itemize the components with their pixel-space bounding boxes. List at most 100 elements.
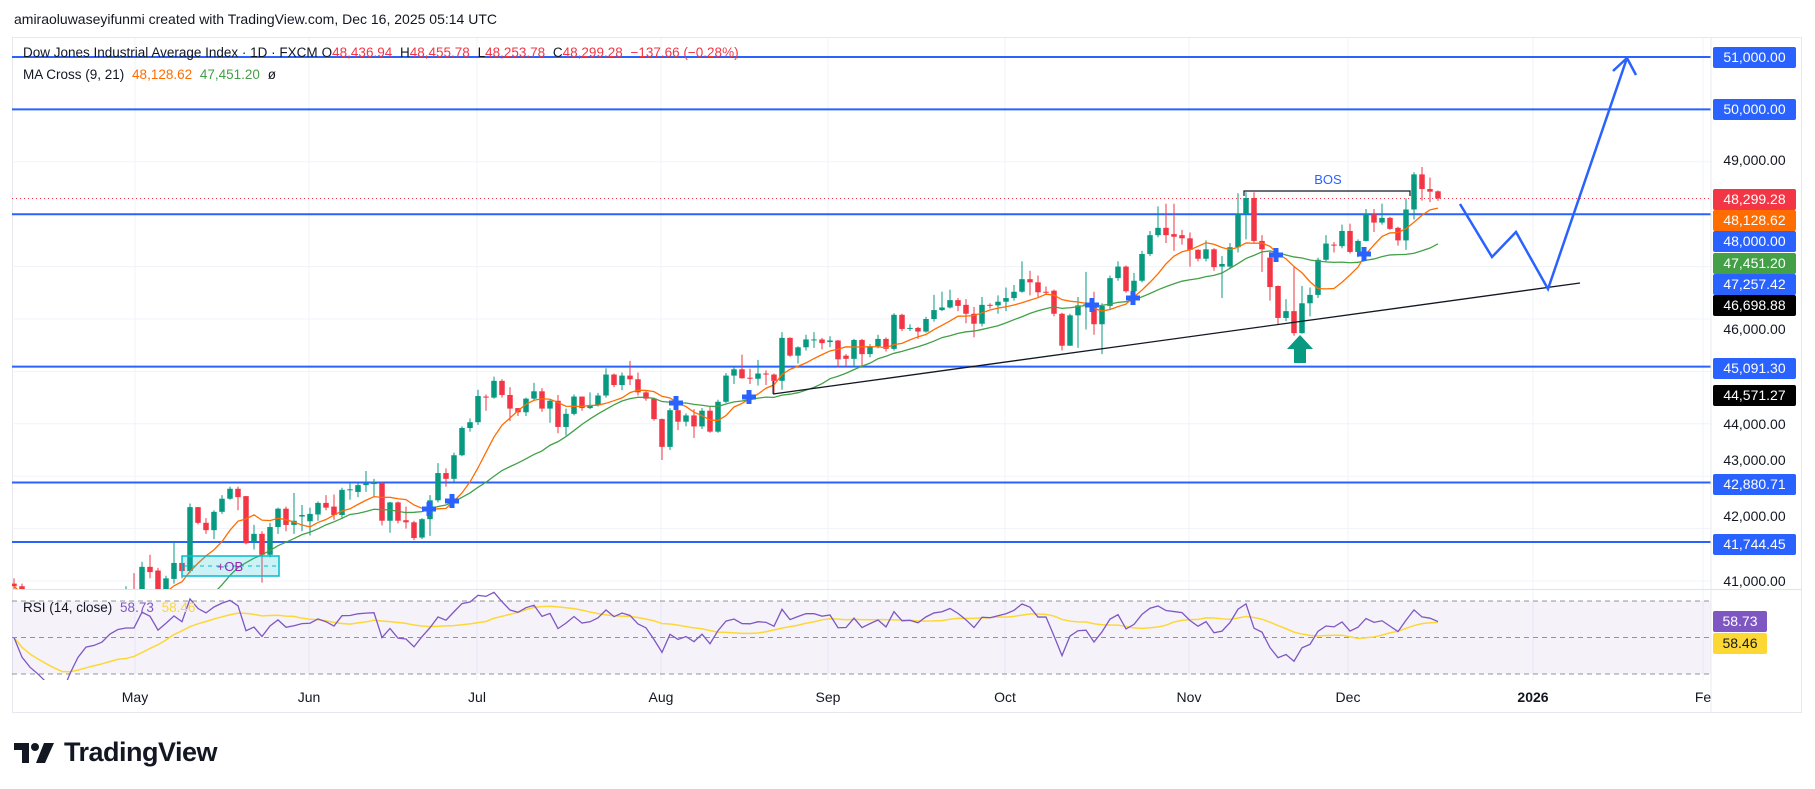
price-tag-level: 41,744.45: [1713, 534, 1796, 555]
logo-text: TradingView: [64, 737, 218, 767]
candle-body: [571, 396, 577, 414]
candle: [443, 468, 449, 487]
candle: [1323, 235, 1329, 262]
rsi-line: [13, 591, 1439, 680]
candle-body: [723, 375, 729, 402]
candle: [1179, 229, 1185, 245]
candle-body: [1419, 174, 1425, 190]
candle-body: [1363, 214, 1369, 241]
candle: [771, 373, 777, 394]
ma-legend[interactable]: MA Cross (9, 21) 48,128.62 47,451.20 ø: [23, 67, 280, 82]
candle: [1315, 257, 1321, 299]
candle-body: [139, 566, 145, 589]
candle-body: [163, 578, 169, 589]
candle: [1139, 250, 1145, 283]
candle: [491, 376, 497, 399]
candle: [1083, 271, 1089, 330]
candle-body: [1315, 259, 1321, 295]
candle: [1195, 249, 1201, 262]
rsi-label: RSI (14, close): [23, 600, 113, 615]
candle-body: [779, 337, 785, 381]
ma-cross-plus-icon: [669, 396, 683, 410]
candle: [571, 394, 577, 416]
candle: [555, 394, 561, 434]
candle-body: [219, 498, 225, 512]
candle: [651, 397, 657, 421]
high-value: 48,455.78: [409, 45, 470, 60]
candle: [139, 561, 145, 589]
candle-body: [507, 394, 513, 409]
candle-body: [1355, 240, 1361, 252]
candle: [1267, 251, 1273, 301]
candle-body: [339, 489, 345, 515]
low-value: 48,253.78: [485, 45, 546, 60]
candle-body: [795, 347, 801, 356]
candle-body: [947, 300, 953, 308]
candle: [955, 298, 961, 312]
candle-body: [1011, 291, 1017, 299]
candle-body: [763, 373, 769, 375]
candle: [267, 522, 273, 558]
candle: [579, 396, 585, 411]
candle: [1011, 284, 1017, 301]
close-label: C: [552, 45, 563, 60]
candle: [995, 295, 1001, 314]
candle-body: [12, 583, 17, 587]
candle: [291, 492, 297, 534]
candle-body: [1163, 227, 1169, 236]
ma-cross-plus-icon: [1085, 298, 1099, 312]
candle-body: [1203, 249, 1209, 259]
candle-body: [1051, 290, 1057, 314]
candle-body: [587, 404, 593, 409]
candle: [1171, 203, 1177, 251]
candle: [1115, 261, 1121, 281]
tradingview-logo[interactable]: TradingView: [14, 737, 218, 768]
candle-body: [771, 374, 777, 381]
price-tag-trendline: 44,571.27: [1713, 385, 1796, 406]
candle: [339, 487, 345, 519]
annotations[interactable]: BOS +OB: [181, 55, 1638, 577]
candle-body: [1299, 303, 1305, 334]
candle-body: [883, 338, 889, 349]
ma-cross-plus-icon: [1126, 291, 1140, 305]
candle: [1395, 226, 1401, 246]
candle: [819, 337, 825, 350]
trendline: [772, 282, 1581, 395]
candle: [363, 470, 369, 492]
candle: [1131, 272, 1137, 293]
order-block-label: +OB: [217, 559, 243, 574]
candle: [699, 408, 705, 430]
candle: [963, 299, 969, 324]
time-label: Sep: [815, 689, 841, 705]
candle-body: [323, 502, 329, 508]
tradingview-logo-icon: [14, 742, 54, 763]
time-label: Nov: [1176, 689, 1202, 705]
candle-body: [1227, 247, 1233, 267]
candle-body: [467, 422, 473, 428]
candle: [1235, 193, 1241, 253]
price-tag-level: 42,880.71: [1713, 474, 1796, 495]
candle: [1027, 270, 1033, 296]
candle-body: [1195, 249, 1201, 259]
candle: [1059, 312, 1065, 351]
candle: [419, 518, 425, 540]
candle-body: [651, 398, 657, 420]
candle-body: [971, 313, 977, 324]
candle-body: [555, 400, 561, 427]
candle-body: [1251, 197, 1257, 241]
candle-body: [475, 396, 481, 423]
projection-arrowhead-icon: [1612, 55, 1638, 76]
rsi-pane: [12, 591, 1711, 680]
candle: [1347, 223, 1353, 254]
candle-body: [1339, 230, 1345, 247]
candle-body: [699, 410, 705, 427]
candle: [355, 483, 361, 498]
candle-body: [851, 339, 857, 359]
rsi-legend[interactable]: RSI (14, close) 58.73 58.46: [23, 600, 199, 615]
candle: [523, 397, 529, 416]
candle: [611, 373, 617, 388]
candle: [307, 507, 313, 536]
candle: [923, 316, 929, 333]
candle-body: [899, 314, 905, 329]
